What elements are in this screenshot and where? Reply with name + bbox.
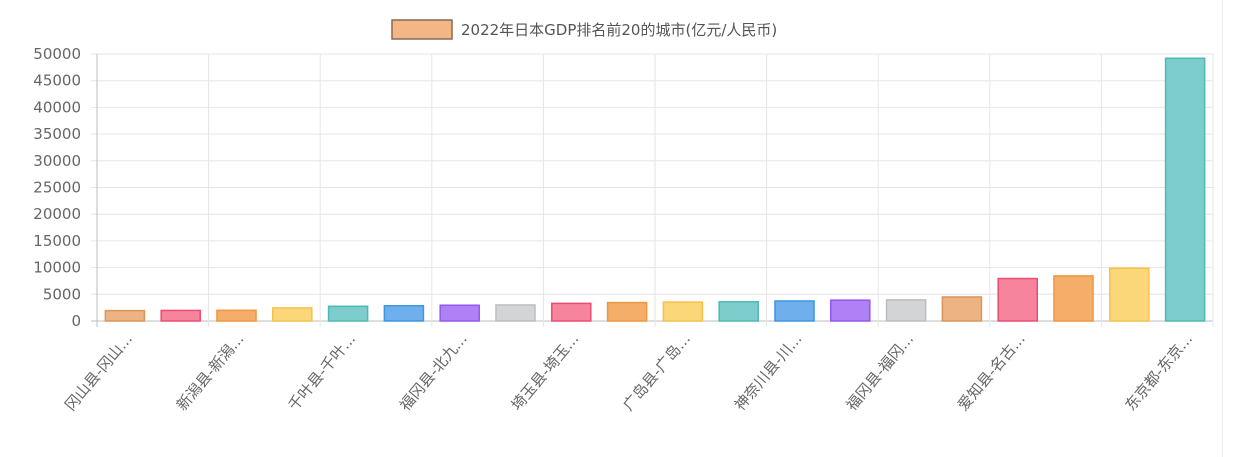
legend-label: 2022年日本GDP排名前20的城市(亿元/人民币) <box>461 21 777 39</box>
y-tick-label: 20000 <box>33 205 81 223</box>
bars <box>104 57 1206 322</box>
bar[interactable] <box>1053 275 1094 322</box>
bar[interactable] <box>1109 267 1150 322</box>
bar[interactable] <box>439 304 480 322</box>
x-tick-label: 爱知县-名古... <box>954 330 1029 414</box>
bar[interactable] <box>885 299 927 322</box>
panel-border <box>1222 0 1223 457</box>
y-tick-label: 35000 <box>33 125 81 143</box>
bar[interactable] <box>383 305 425 322</box>
x-tick-label: 神奈川县-川... <box>731 330 806 414</box>
x-tick-label: 东京都-东京... <box>1121 330 1196 414</box>
grid <box>91 53 1214 327</box>
gdp-bar-chart: 2022年日本GDP排名前20的城市(亿元/人民币) 0 5000 10000 150… <box>33 19 1214 414</box>
bar[interactable] <box>774 300 815 322</box>
x-tick-label: 广岛县-广岛... <box>619 330 694 414</box>
y-tick-label: 15000 <box>33 232 81 250</box>
x-tick-label: 新潟县-新潟... <box>173 330 248 414</box>
y-tick-label: 25000 <box>33 179 81 197</box>
legend[interactable]: 2022年日本GDP排名前20的城市(亿元/人民币) <box>391 19 777 40</box>
y-tick-label: 0 <box>71 312 81 330</box>
bar[interactable] <box>941 296 983 322</box>
bar[interactable] <box>160 309 201 322</box>
bar[interactable] <box>495 304 536 322</box>
legend-swatch <box>391 19 453 40</box>
bar[interactable] <box>830 299 871 322</box>
y-axis: 0 5000 10000 15000 20000 25000 30000 35000 40000… <box>33 45 81 330</box>
y-tick-label: 50000 <box>33 45 81 63</box>
bar[interactable] <box>104 309 146 322</box>
x-tick-label: 福冈县-福冈... <box>842 330 917 414</box>
bar[interactable] <box>662 301 704 322</box>
x-tick-label: 千叶县-千叶... <box>284 330 359 414</box>
bar[interactable] <box>327 305 369 322</box>
bar[interactable] <box>216 309 257 322</box>
bar[interactable] <box>272 307 313 322</box>
bar[interactable] <box>718 301 759 322</box>
y-tick-label: 45000 <box>33 72 81 90</box>
y-tick-label: 10000 <box>33 259 81 277</box>
bar[interactable] <box>551 302 592 322</box>
bar[interactable] <box>997 277 1038 322</box>
x-tick-label: 冈山县-冈山... <box>61 330 136 414</box>
y-tick-label: 5000 <box>43 285 81 303</box>
x-tick-label: 福冈县-北九... <box>396 330 471 414</box>
bar[interactable] <box>606 301 648 322</box>
y-tick-label: 40000 <box>33 98 81 116</box>
x-axis: 冈山县-冈山... 新潟县-新潟... 千叶县-千叶... 福冈县-北九... 埼玉县-… <box>61 330 1196 414</box>
x-tick-label: 埼玉县-埼玉... <box>508 330 583 414</box>
bar[interactable] <box>1164 57 1206 322</box>
y-tick-label: 30000 <box>33 152 81 170</box>
